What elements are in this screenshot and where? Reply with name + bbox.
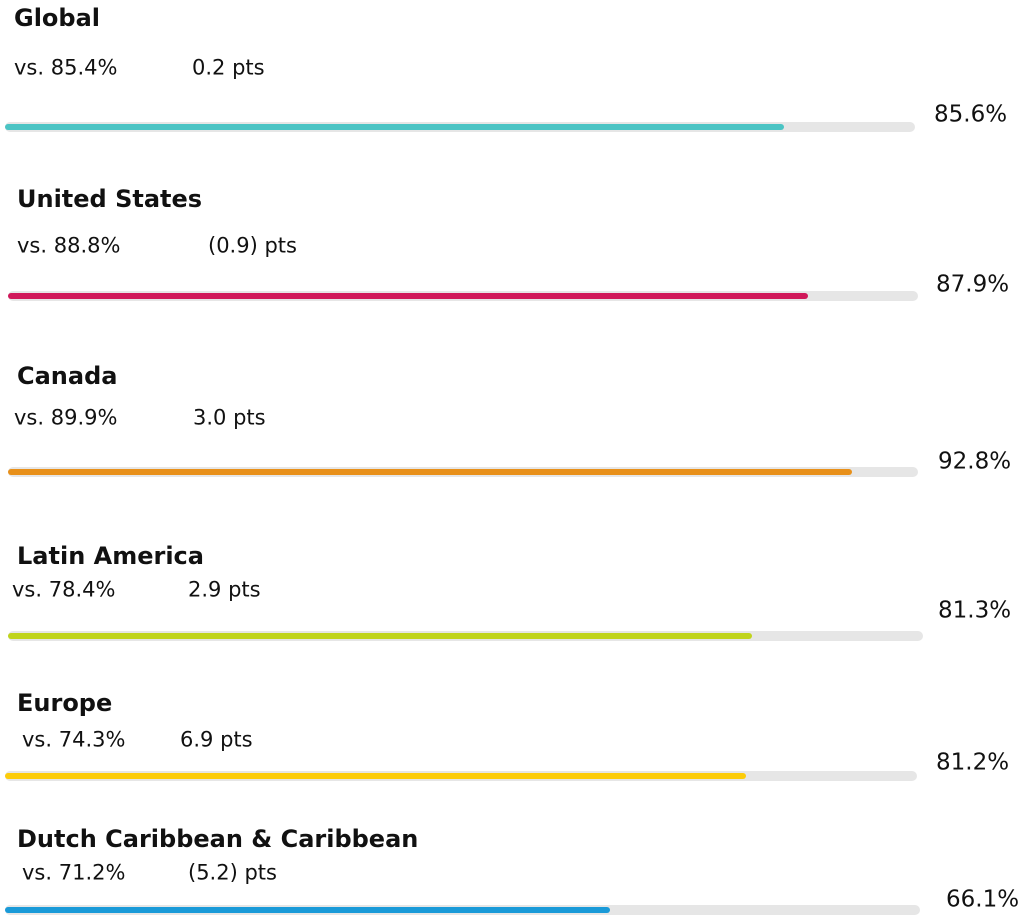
comparison: vs. 71.2% xyxy=(22,860,126,885)
bar-fill xyxy=(8,469,853,475)
bar-fill xyxy=(8,633,752,639)
bar-fill xyxy=(5,907,610,913)
value-label: 66.1% xyxy=(946,886,1020,913)
value-label: 81.2% xyxy=(936,749,1010,776)
bar-track xyxy=(8,631,923,641)
delta: 2.9 pts xyxy=(188,577,261,602)
value-label: 81.3% xyxy=(938,597,1012,624)
bar-fill xyxy=(5,124,784,130)
row-title: Latin America xyxy=(17,542,204,570)
bar-track xyxy=(5,905,920,915)
row-title: Canada xyxy=(17,362,118,390)
delta: (5.2) pts xyxy=(188,860,277,885)
row-title: United States xyxy=(17,185,203,213)
row-title: Global xyxy=(14,4,101,32)
value-label: 85.6% xyxy=(934,101,1008,128)
delta: (0.9) pts xyxy=(208,233,297,258)
bar-track xyxy=(8,291,918,301)
comparison: vs. 88.8% xyxy=(17,233,121,258)
delta: 3.0 pts xyxy=(193,405,266,430)
comparison: vs. 85.4% xyxy=(14,55,118,80)
value-label: 92.8% xyxy=(938,448,1012,475)
comparison: vs. 78.4% xyxy=(12,577,116,602)
delta: 0.2 pts xyxy=(192,55,265,80)
comparison: vs. 74.3% xyxy=(22,727,126,752)
bar-track xyxy=(5,122,915,132)
row-title: Dutch Caribbean & Caribbean xyxy=(17,825,419,853)
comparison: vs. 89.9% xyxy=(14,405,118,430)
bar-fill xyxy=(8,293,808,299)
bar-track xyxy=(8,467,918,477)
row-title: Europe xyxy=(17,689,113,717)
bar-track xyxy=(5,771,917,781)
delta: 6.9 pts xyxy=(180,727,253,752)
bar-fill xyxy=(5,773,746,779)
value-label: 87.9% xyxy=(936,271,1010,298)
